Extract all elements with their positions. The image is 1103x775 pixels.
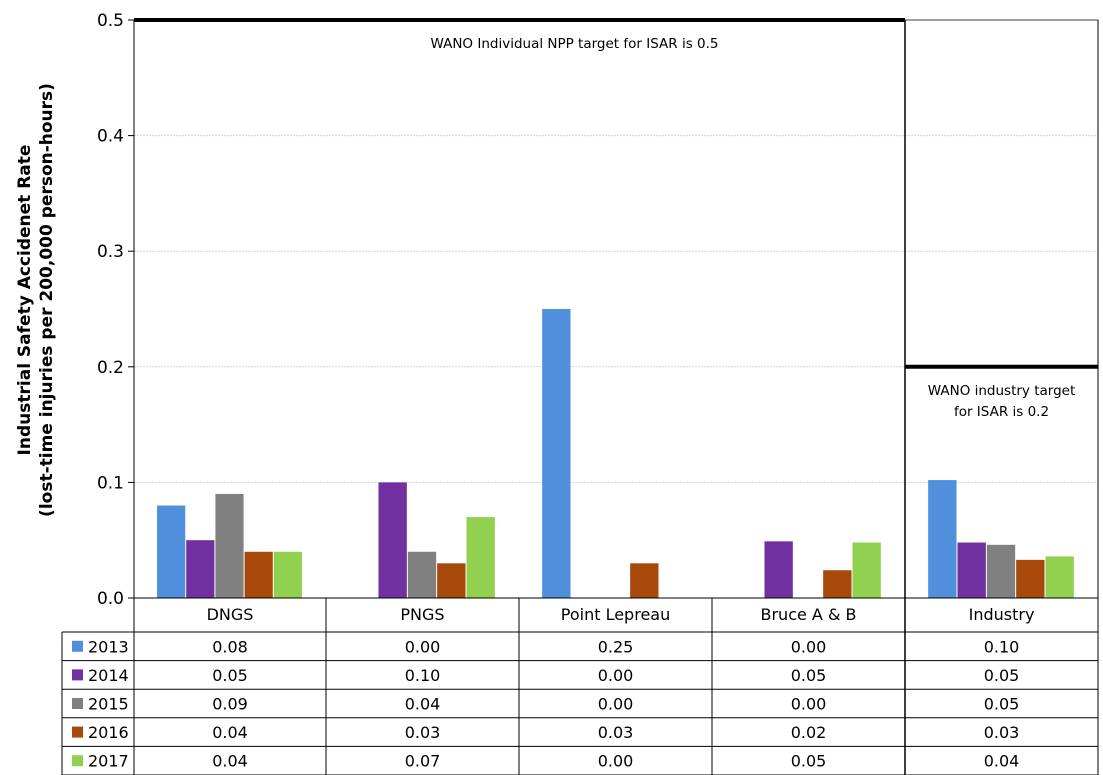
category-label: Industry: [969, 605, 1035, 624]
legend-entry: 2015: [88, 695, 129, 714]
bar: [542, 309, 571, 598]
target-annotation: WANO industry target: [928, 383, 1076, 399]
table-cell: 0.02: [791, 723, 827, 742]
y-axis-title: Industrial Safety Accidenet Rate (lost-t…: [15, 83, 57, 517]
y-tick-label: 0.2: [97, 358, 124, 378]
bar: [215, 493, 244, 598]
table-cell: 0.00: [791, 637, 827, 656]
table-cell: 0.04: [212, 723, 248, 742]
legend-entry: 2016: [88, 723, 129, 742]
category-label: Point Lepreau: [561, 605, 670, 624]
legend-swatch: [72, 640, 83, 652]
bar: [378, 482, 407, 598]
bar: [466, 517, 495, 598]
y-tick-label: 0.3: [97, 242, 124, 262]
table-cell: 0.00: [405, 637, 441, 656]
y-tick-label: 0.5: [97, 11, 124, 31]
bar: [186, 540, 215, 598]
category-label: DNGS: [207, 605, 254, 624]
bar: [244, 551, 273, 598]
bar: [630, 563, 659, 598]
table-cell: 0.00: [598, 666, 634, 685]
y-axis-title-line2: (lost-time injuries per 200,000 person-h…: [37, 83, 57, 517]
legend-entry: 2014: [88, 666, 129, 685]
legend-swatch: [72, 669, 83, 681]
table-cell: 0.07: [405, 752, 441, 771]
y-tick-label: 0.0: [97, 589, 124, 609]
table-cell: 0.04: [984, 752, 1020, 771]
table-cell: 0.05: [791, 666, 827, 685]
table-cell: 0.05: [212, 666, 248, 685]
table-cell: 0.00: [598, 752, 634, 771]
table-cell: 0.04: [212, 752, 248, 771]
bar: [986, 544, 1016, 598]
y-tick-label: 0.1: [97, 473, 124, 493]
table-cell: 0.10: [405, 666, 441, 685]
category-label: Bruce A & B: [761, 605, 857, 624]
table-cell: 0.00: [791, 695, 827, 714]
y-tick-label: 0.4: [97, 127, 124, 147]
category-label: PNGS: [400, 605, 444, 624]
gridlines: [134, 135, 1098, 483]
table-cell: 0.03: [598, 723, 634, 742]
bar: [928, 480, 957, 598]
table-cell: 0.08: [212, 637, 248, 656]
target-lines: WANO Individual NPP target for ISAR is 0…: [134, 18, 1098, 420]
bar: [1045, 556, 1074, 598]
y-axis: 0.0 0.1 0.2 0.3 0.4 0.5: [97, 11, 134, 609]
table-cell: 0.03: [984, 723, 1020, 742]
table-cell: 0.05: [984, 666, 1020, 685]
target-annotation: for ISAR is 0.2: [954, 404, 1049, 420]
legend-entry: 2013: [88, 637, 129, 656]
bar: [1016, 559, 1045, 598]
legend-swatch: [72, 726, 83, 738]
bar: [852, 542, 881, 598]
bar: [407, 551, 437, 598]
bar: [823, 570, 852, 598]
bar: [157, 505, 186, 598]
table-cell: 0.05: [791, 752, 827, 771]
bar: [764, 541, 793, 598]
target-annotation: WANO Individual NPP target for ISAR is 0…: [430, 36, 718, 52]
table-cell: 0.04: [405, 695, 441, 714]
table-cell: 0.25: [598, 637, 634, 656]
legend-swatch: [72, 755, 83, 767]
bar: [273, 551, 302, 598]
table-cell: 0.05: [984, 695, 1020, 714]
table-cell: 0.09: [212, 695, 248, 714]
table-cell: 0.00: [598, 695, 634, 714]
data-table: DNGS PNGS Point Lepreau Bruce A & B Industry…: [61, 598, 1099, 775]
legend-entry: 2017: [88, 752, 129, 771]
bars: [157, 309, 1074, 598]
table-cell: 0.10: [984, 637, 1020, 656]
y-axis-title-line1: Industrial Safety Accidenet Rate: [15, 145, 35, 456]
bar: [437, 563, 466, 598]
legend-swatch: [72, 698, 83, 709]
table-cell: 0.03: [405, 723, 441, 742]
bar: [957, 542, 986, 598]
